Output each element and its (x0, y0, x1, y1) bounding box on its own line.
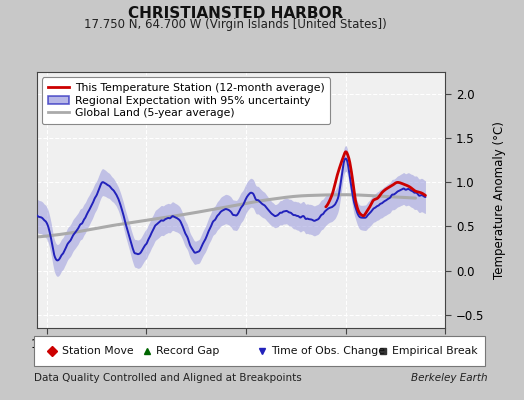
Y-axis label: Temperature Anomaly (°C): Temperature Anomaly (°C) (493, 121, 506, 279)
Text: Record Gap: Record Gap (156, 346, 220, 356)
Text: 17.750 N, 64.700 W (Virgin Islands [United States]): 17.750 N, 64.700 W (Virgin Islands [Unit… (84, 18, 387, 31)
Legend: This Temperature Station (12-month average), Regional Expectation with 95% uncer: This Temperature Station (12-month avera… (42, 78, 330, 124)
Text: Data Quality Controlled and Aligned at Breakpoints: Data Quality Controlled and Aligned at B… (34, 373, 302, 383)
Text: Berkeley Earth: Berkeley Earth (411, 373, 487, 383)
Text: CHRISTIANSTED HARBOR: CHRISTIANSTED HARBOR (128, 6, 343, 21)
Text: Time of Obs. Change: Time of Obs. Change (271, 346, 386, 356)
Text: Empirical Break: Empirical Break (392, 346, 477, 356)
Text: Station Move: Station Move (62, 346, 134, 356)
